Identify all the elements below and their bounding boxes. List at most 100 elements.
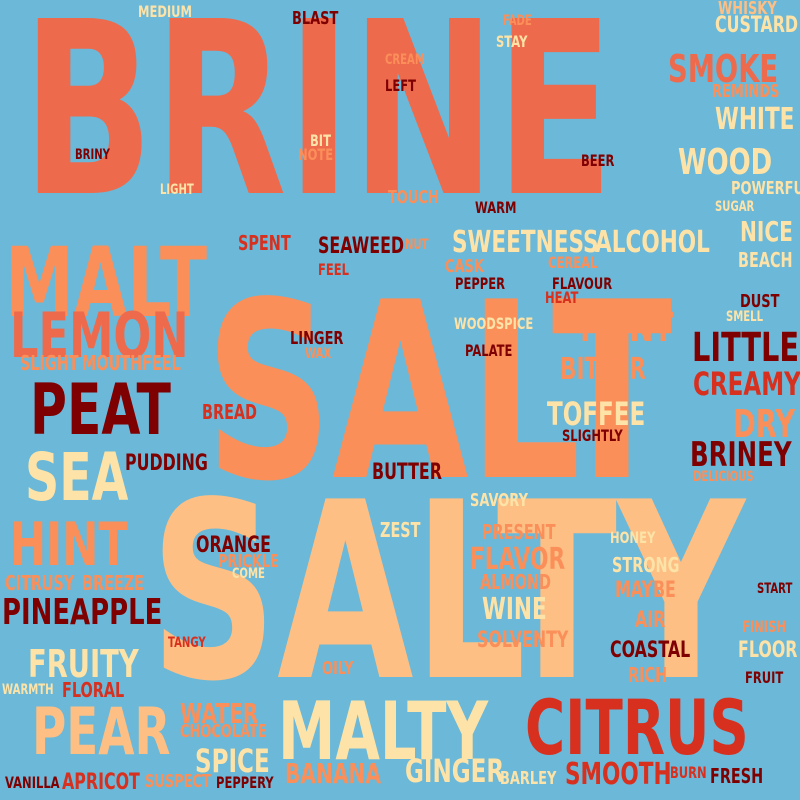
word: FLAVOUR (552, 274, 613, 293)
word: FLAVOR (470, 542, 566, 577)
word: BARLEY (500, 768, 557, 789)
word: VANILLA (5, 773, 60, 792)
word: SUGAR (715, 199, 755, 215)
word: LEFT (385, 76, 416, 95)
word: FRUIT (745, 668, 784, 687)
word: START (757, 581, 793, 597)
word: SPICE (195, 742, 270, 780)
word: SLIGHT (20, 351, 79, 375)
word: HEAT (545, 288, 579, 307)
word: PRESENT (482, 520, 556, 544)
word: SWEETNESS (452, 225, 599, 260)
word: HINT (10, 510, 128, 580)
word: PALATE (465, 341, 513, 360)
word: WOODSPICE (454, 314, 534, 333)
word: BREAD (202, 400, 258, 424)
word: LITTLE (692, 325, 800, 371)
word: COME (232, 566, 265, 582)
word: WATER (180, 697, 259, 730)
word: LIGHT (160, 182, 194, 198)
word: STRONG (612, 553, 680, 577)
word: FEEL (318, 260, 349, 279)
word: STAY (496, 32, 528, 51)
word: NUT (405, 237, 429, 253)
word: SALTY (150, 450, 745, 735)
word: SMOKE (668, 47, 779, 91)
word: WARM (475, 198, 517, 217)
word: PEAT (30, 369, 171, 451)
word: BRINE (22, 0, 614, 250)
word: FRUITY (28, 642, 139, 686)
word: WAX (305, 346, 332, 362)
word: MOUTHFEEL (82, 351, 181, 375)
word: CEREAL (548, 253, 598, 272)
word: BURN (670, 763, 707, 782)
word: ORANGE (196, 533, 272, 558)
word: PEPPERY (216, 773, 274, 792)
word: BUTTER (372, 460, 442, 485)
word: GINGER (405, 752, 505, 790)
word: RICH (628, 663, 668, 687)
word: CUSTARD (715, 13, 799, 38)
word: WARMTH (2, 682, 54, 698)
word: FADE (503, 13, 532, 29)
word: PINEAPPLE (2, 592, 163, 633)
word: PRICKLE (218, 551, 279, 572)
word: CREAM (385, 52, 425, 68)
word: CHOCOLATE (180, 721, 267, 742)
word: BRINEY (690, 435, 792, 475)
word: FRESH (710, 764, 764, 788)
word: PEPPER (455, 274, 505, 293)
word: COASTAL (610, 638, 691, 663)
word: BEACH (738, 248, 793, 272)
word: DUST (740, 291, 780, 312)
word: SEA (25, 439, 129, 516)
word: POWERFUL (731, 178, 800, 199)
word: MEDIUM (138, 2, 192, 21)
word: BLAST (292, 8, 339, 29)
word: SPENT (238, 231, 291, 255)
word: BRINY (75, 147, 110, 163)
word: LEMON (10, 299, 189, 372)
word: APRICOT (62, 770, 140, 795)
word: CITRUS (525, 683, 749, 772)
word: PUDDING (125, 451, 208, 476)
word: FLOOR (738, 638, 798, 663)
word: WHISKY (718, 0, 777, 19)
word: MAYBE (615, 578, 676, 603)
word: LINGER (290, 328, 344, 349)
word: NICE (740, 215, 793, 248)
word: BEER (581, 151, 615, 170)
word: SMELL (726, 309, 764, 325)
word: DELICIOUS (693, 469, 754, 485)
word: PEAR (32, 695, 171, 770)
word: BREEZE (82, 571, 145, 595)
word: NOTE (298, 145, 334, 164)
word: FAINT (580, 305, 674, 351)
word: SOLVENTY (477, 628, 569, 653)
word: TOUCH (388, 187, 439, 208)
word: WINE (482, 592, 547, 627)
word: SUSPECT (145, 771, 211, 792)
word: ALMOND (480, 570, 551, 594)
word: SALT (205, 250, 673, 535)
word: SMOOTH (565, 757, 672, 792)
word: ALCOHOL (595, 225, 710, 260)
word: MALT (5, 227, 208, 339)
word: BITTER (560, 352, 646, 387)
word: MALTY (278, 685, 489, 778)
word: SLIGHTLY (562, 426, 623, 445)
word: WOOD (678, 142, 773, 183)
word: AIR (635, 608, 666, 633)
word: CITRUSY (5, 571, 75, 595)
word: TOFFEE (547, 395, 646, 433)
word: FLORAL (62, 678, 125, 702)
word: TANGY (168, 635, 206, 651)
word: HONEY (610, 528, 656, 547)
word: FINISH (742, 617, 787, 636)
word: WHITE (715, 102, 795, 137)
word: OILY (322, 658, 354, 679)
word: SEAWEED (318, 234, 405, 259)
word: BIT (310, 131, 331, 150)
